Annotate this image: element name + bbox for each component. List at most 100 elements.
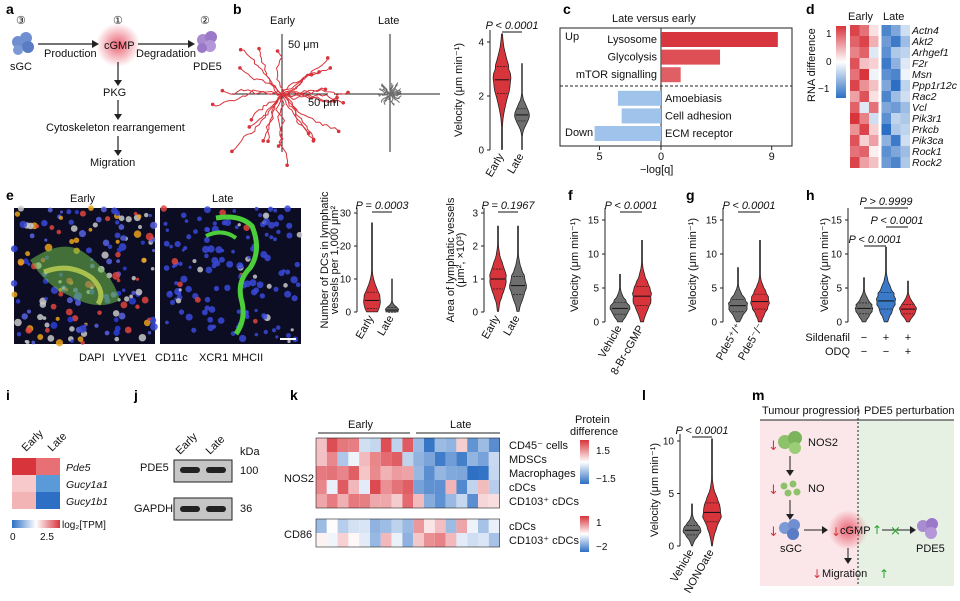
k-nos2-cell [359,480,370,494]
d-cell [900,69,910,80]
y-tick-label: 10 [340,275,352,286]
late-cell [178,288,182,292]
k-nos2-cell [380,466,392,480]
y-tick-label: 2 [478,92,484,103]
k-nos2-cell [380,480,392,494]
late-cell [262,212,270,219]
late-cell [252,318,258,324]
i-colorbar [12,520,60,528]
j-early: Early [174,431,201,458]
k-nos2-cell [326,438,338,452]
late-cell [178,309,185,315]
early-cell [25,251,31,257]
y-tick-label: 15 [588,216,600,227]
k-nos2-cell [370,438,381,452]
stain-label-mhcii: MHCII [232,352,263,364]
m-down-arrow-nos2: ↓ [768,439,779,454]
early-cell [41,219,48,227]
early-cell [37,334,44,340]
early-cell [150,221,158,229]
early-cell [118,224,125,230]
panel-label-k: k [290,387,298,403]
late-cell [245,310,249,314]
k-cd86-cell [391,519,403,533]
cyto-label: Cytoskeleton rearrangement [46,122,185,134]
y-axis-label-2: vessels per 1,000 μm² [329,205,341,314]
early-cell [131,276,136,281]
d-cell [891,91,901,102]
early-cell [150,322,158,331]
k-nos2-cell [434,466,446,480]
d-cell [859,157,869,168]
k-nos2-row-label: MDSCs [509,454,547,466]
early-cell [101,251,109,259]
early-cell [78,325,87,334]
late-cell [185,285,192,293]
late-cell [264,232,269,237]
early-cell [105,216,111,222]
early-cell [147,317,151,322]
e-dc-late-violin [384,278,400,313]
early-cell [47,207,53,213]
late-track [383,93,391,105]
k-nos2-cell [434,494,446,508]
j-kda: kDa [240,446,260,458]
panel-label-j: j [133,387,138,403]
early-track-end [238,66,242,70]
late-cell [245,235,250,240]
early-cell [70,339,74,343]
d-colorbar [836,26,846,98]
late-cell [286,222,293,229]
k-nos2-cell [456,438,468,452]
k-nos2-cell [445,438,457,452]
early-cell [22,258,29,265]
panel-k: k Early Late NOS2 CD86 CD45⁻ cells MDSCs M… [284,387,618,553]
d-gene-label: Ppp1r12c [912,80,958,92]
k-cd86-row-label: cDCs [509,521,536,533]
early-track [239,67,283,96]
k-nos2-cell [413,494,424,508]
i-early: Early [20,428,47,455]
late-cell [207,245,215,253]
early-cell [14,211,21,217]
y-tick-label: 15 [706,216,718,227]
early-cell [79,210,86,217]
k-nos2-cell [488,438,500,452]
late-cell [163,240,170,247]
early-track [281,93,314,141]
k-cd86-cell [359,519,370,533]
y-tick-label: 15 [831,216,843,227]
early-cell [100,206,107,213]
m-bg-perturbation [858,420,954,586]
early-cell [31,340,36,345]
early-track-end [220,88,225,93]
late-cell [243,224,250,231]
k-nos2-cell [413,466,424,480]
m-inhibit-x: × [890,524,901,539]
c-bar-glycolysis [661,49,721,65]
d-cell [881,91,891,102]
b-p-value: P < 0.0001 [485,20,538,32]
k-nos2-cell [467,438,478,452]
k-nos2-cell [337,466,349,480]
k-nos2-cell [402,494,414,508]
late-cell [205,266,213,274]
y-axis-label-1: Number of DCs in lymphatic [319,191,331,328]
late-cell [224,284,231,292]
late-cell [186,234,192,240]
early-cell [42,316,47,320]
y-tick-label: 10 [831,250,843,261]
d-cell [859,69,869,80]
k-cd86-cell [424,533,435,547]
k-nos2-cell [424,480,435,494]
h-control-violin [854,277,874,323]
c-frame [559,27,793,147]
c-x-ticks: 5 0 9 [596,146,775,163]
k-cd86-cell [488,533,500,547]
late-cell [254,308,258,313]
d-gene-label: Arhgef1 [911,47,949,59]
d-cell [900,25,910,36]
d-cell [850,113,860,124]
early-cell [55,339,64,347]
